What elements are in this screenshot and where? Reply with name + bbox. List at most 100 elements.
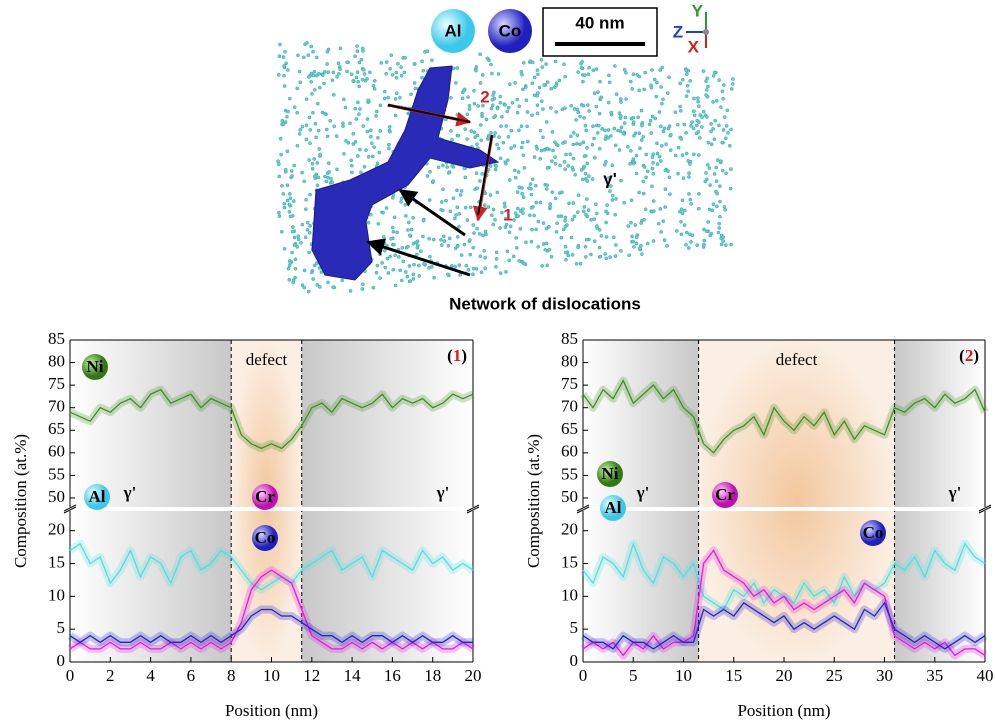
atom — [408, 264, 411, 267]
x-axis-label: Position (nm) — [225, 701, 318, 720]
atom — [550, 255, 553, 258]
atom — [644, 208, 647, 211]
atom — [696, 119, 699, 122]
atom — [456, 235, 459, 238]
atom — [301, 284, 304, 287]
atom — [283, 206, 286, 209]
atom — [494, 168, 497, 171]
atom — [681, 199, 684, 202]
atom — [668, 76, 671, 79]
atom — [349, 289, 352, 292]
atom — [478, 232, 481, 235]
atom — [676, 123, 679, 126]
atom — [564, 251, 567, 254]
atom — [537, 245, 540, 248]
atom — [614, 213, 617, 216]
atom — [392, 243, 395, 246]
atom — [506, 110, 509, 113]
atom — [533, 156, 536, 159]
atom — [315, 56, 318, 59]
atom — [310, 80, 313, 83]
atom — [536, 73, 539, 76]
atom — [480, 271, 483, 274]
y-tick-label: 50 — [48, 487, 65, 506]
x-tick-label: 20 — [776, 666, 793, 685]
atom — [680, 233, 683, 236]
atom — [316, 102, 319, 105]
atom — [454, 81, 457, 84]
atom — [446, 273, 449, 276]
atom — [604, 160, 607, 163]
atom — [481, 172, 484, 175]
atom — [361, 283, 364, 286]
atom — [395, 76, 398, 79]
atom — [484, 267, 487, 270]
atom — [695, 124, 698, 127]
region-label: defect — [776, 350, 818, 369]
atom — [311, 111, 314, 114]
panel-label: (2) — [959, 346, 979, 365]
atom — [391, 196, 394, 199]
atom — [448, 237, 451, 240]
atom — [555, 143, 558, 146]
atom — [318, 147, 321, 150]
atom — [356, 154, 359, 157]
atom — [304, 236, 307, 239]
atom — [718, 79, 721, 82]
atom — [310, 72, 313, 75]
atom — [710, 232, 713, 235]
atom — [408, 234, 411, 237]
atom — [350, 73, 353, 76]
atom — [345, 61, 348, 64]
atom — [311, 162, 314, 165]
x-tick-label: 0 — [579, 666, 588, 685]
atom — [311, 167, 314, 170]
atom — [464, 128, 467, 131]
atom — [629, 162, 632, 165]
atom — [535, 145, 538, 148]
atom — [490, 107, 493, 110]
atom — [289, 215, 292, 218]
atom — [291, 226, 294, 229]
atom — [313, 264, 316, 267]
atom — [648, 123, 651, 126]
atom — [563, 107, 566, 110]
atom — [479, 53, 482, 56]
y-tick-label: 75 — [561, 374, 578, 393]
atom — [303, 269, 306, 272]
atom — [607, 101, 610, 104]
atom — [363, 165, 366, 168]
atom — [316, 184, 319, 187]
x-tick-label: 6 — [187, 666, 196, 685]
panel-label-part: ) — [973, 346, 979, 365]
break-gap — [575, 507, 993, 511]
atom — [564, 141, 567, 144]
atom — [680, 208, 683, 211]
atom — [598, 112, 601, 115]
atom — [360, 58, 363, 61]
atom — [607, 74, 610, 77]
atom — [687, 175, 690, 178]
region-label: γ' — [636, 483, 650, 502]
atom — [293, 106, 296, 109]
region-label: γ' — [123, 483, 137, 502]
atom — [675, 229, 678, 232]
atom — [447, 171, 450, 174]
atom — [540, 58, 543, 61]
atom — [690, 202, 693, 205]
atom — [288, 192, 291, 195]
atom — [307, 290, 310, 293]
y-tick-label: 55 — [561, 464, 578, 483]
atom — [728, 144, 731, 147]
atom — [487, 205, 490, 208]
atom — [701, 116, 704, 119]
atom — [352, 142, 355, 145]
atom — [587, 73, 590, 76]
atom — [495, 165, 498, 168]
atom — [600, 234, 603, 237]
atom — [729, 168, 732, 171]
atom — [382, 211, 385, 214]
atom — [583, 74, 586, 77]
legend-label: Ni — [602, 464, 619, 483]
atom — [631, 235, 634, 238]
